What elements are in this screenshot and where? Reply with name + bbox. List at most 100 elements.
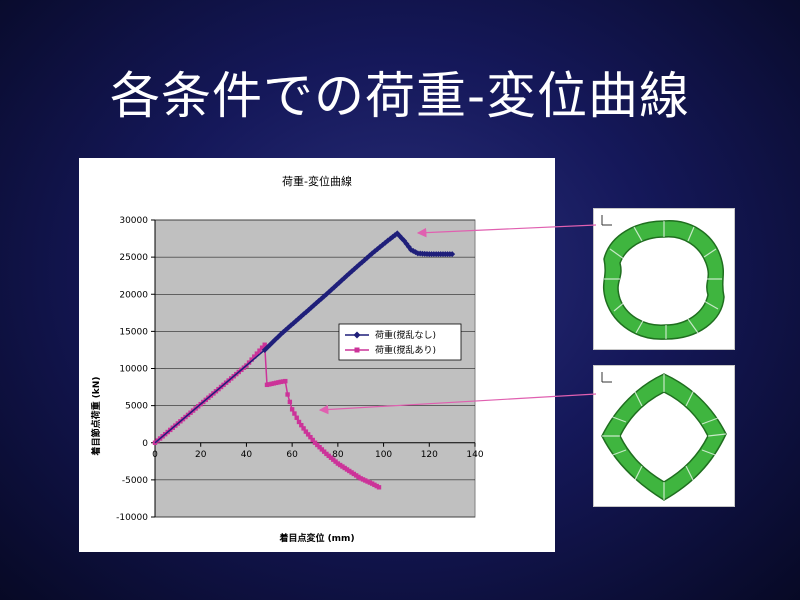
chart-title: 荷重-変位曲線 [282,174,352,188]
x-tick-label: 100 [375,450,392,460]
series-point [333,459,338,464]
series-point [264,382,270,388]
x-tick-label: 60 [286,450,298,460]
series-point [342,465,347,471]
series-point [262,342,267,347]
legend-label: 荷重(搅乱あり) [375,344,436,356]
series-point [308,434,313,440]
series-point [401,237,408,244]
series-point [323,291,330,298]
y-tick-label: 15000 [119,327,148,337]
series-point [321,449,327,454]
series-point [374,483,379,489]
series-point [285,392,290,397]
deformed-ring-square-icon [601,372,727,501]
series-point [312,440,318,445]
x-tick-label: 40 [241,450,253,460]
series-point [372,482,377,488]
series-point [269,381,274,387]
series-point [289,407,295,412]
series-point [337,462,343,468]
series-point [449,251,456,258]
series-point [259,345,265,350]
series-point [363,478,368,483]
y-tick-label: -10000 [116,513,148,523]
series-point [296,419,302,425]
series-point [261,346,268,353]
series-point [305,432,311,437]
series-point [267,382,272,387]
series-point [343,272,350,279]
load-displacement-chart: 荷重-変位曲線 -10000 -5000 0 5000 10000 15000 20000 2… [90,174,484,544]
series-point [277,331,284,338]
deformed-ring-thumbnail-top [593,208,735,350]
y-tick-label: 20000 [119,290,148,300]
series-point [303,429,309,434]
y-tick-label: -5000 [122,476,148,486]
legend-label: 荷重(搅乱なし) [375,329,436,341]
series-point [326,453,331,459]
series-point [348,268,355,275]
y-tick-label: 0 [142,439,148,449]
series-point [283,378,288,384]
series-point [292,411,297,416]
series-point [324,451,329,457]
series-point [276,380,281,385]
series-point [360,477,366,482]
series-point [308,304,315,311]
y-tick-label: 30000 [119,216,148,226]
series-point [301,426,306,431]
series-point [278,379,283,385]
series-point [272,336,279,343]
series-point [376,485,382,490]
y-axis-title: 着目節点荷重 (kN) [90,377,102,457]
series-point [287,399,293,405]
series-point [317,445,322,450]
series-point [319,447,325,452]
y-tick-label: 10000 [119,365,148,375]
series-point [271,381,277,386]
series-point [249,357,254,362]
series-point [294,415,299,420]
series-point [257,348,262,353]
x-axis-title: 着目点変位 (mm) [278,532,354,544]
legend-swatch-marker [354,347,360,353]
series-point [331,457,336,462]
series-point [315,442,320,448]
series-point [364,254,371,261]
series-point [310,437,315,443]
series-point [369,481,375,486]
series-point [325,288,332,295]
series-point [346,270,353,277]
series-point [356,474,361,480]
series-point [292,317,299,324]
series-point [328,455,334,460]
series-point [356,261,363,268]
series-point [367,480,373,485]
series-point [273,380,279,386]
legend-box [338,323,462,361]
deformed-ring-mild-icon [601,215,725,340]
series-point [335,461,341,466]
slide-title: 各条件での荷重-変位曲線 [109,67,691,125]
deformed-ring-thumbnail-bottom [593,365,735,507]
series-point [351,471,357,477]
legend-swatch-marker [353,331,361,339]
series-point [405,243,412,250]
series-point [347,468,352,474]
y-tick-label: 5000 [125,402,148,412]
series-point [344,467,350,472]
series-point [403,240,410,247]
y-tick-label: 25000 [119,253,148,263]
series-point [254,351,260,356]
x-tick-label: 140 [466,450,483,460]
series-point [299,422,304,428]
series-point [252,354,257,359]
series-point [358,476,363,481]
series-point [365,479,370,484]
chart-panel: 荷重-変位曲線 -10000 -5000 0 5000 10000 15000 20000 2… [79,158,555,552]
series-point [269,339,276,346]
x-tick-label: 20 [195,450,207,460]
series-point [353,473,359,478]
x-tick-label: 120 [421,450,438,460]
